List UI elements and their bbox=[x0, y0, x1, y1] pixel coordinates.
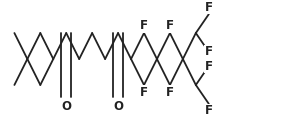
Text: F: F bbox=[205, 104, 213, 117]
Text: F: F bbox=[166, 19, 174, 32]
Text: O: O bbox=[61, 100, 71, 113]
Text: F: F bbox=[166, 86, 174, 99]
Text: F: F bbox=[140, 19, 148, 32]
Text: O: O bbox=[113, 100, 123, 113]
Text: F: F bbox=[205, 1, 213, 14]
Text: F: F bbox=[205, 60, 213, 73]
Text: F: F bbox=[205, 45, 213, 58]
Text: F: F bbox=[140, 86, 148, 99]
